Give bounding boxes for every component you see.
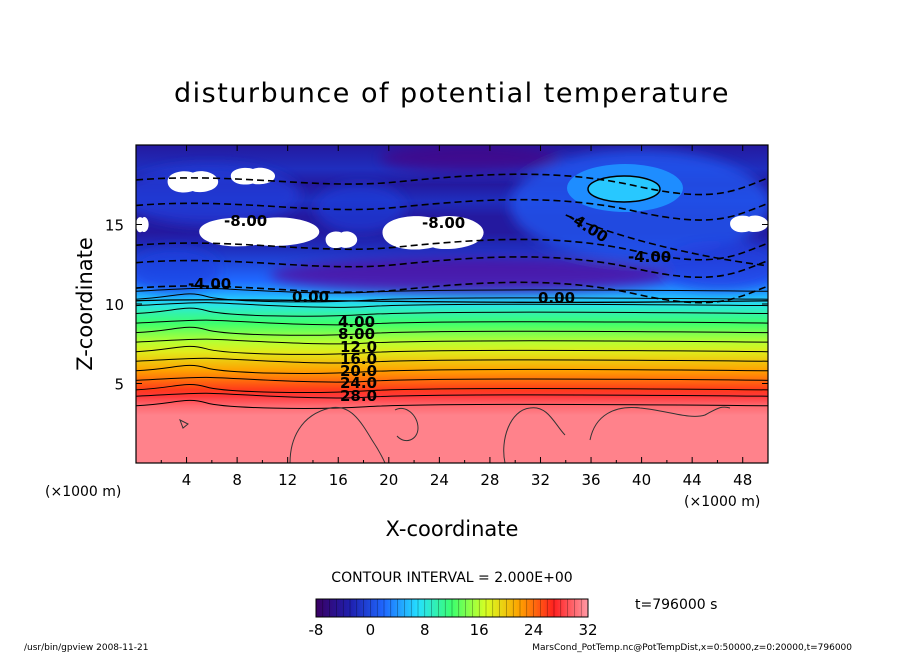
- contour-label: 28.0: [340, 387, 377, 405]
- contour-line: [136, 384, 768, 393]
- diagonal-contour: [565, 214, 768, 267]
- x-axis-label: X-coordinate: [386, 517, 519, 541]
- negative-contour: [136, 281, 768, 304]
- x-tick-label: 12: [278, 471, 297, 489]
- purple-band: [270, 257, 670, 293]
- x-tick-label: 4: [182, 471, 192, 489]
- contour-label: 12.0: [340, 338, 377, 356]
- x-tick-label: 16: [329, 471, 348, 489]
- negative-contour: [136, 256, 768, 279]
- y-axis-label: Z-coordinate: [73, 237, 97, 371]
- cold-spot: [567, 164, 683, 212]
- colorbar: -8 0 8 16 24 32: [309, 598, 598, 639]
- y-axis-unit: (×1000 m): [45, 484, 121, 500]
- y-tick-label: 10: [105, 296, 124, 314]
- saturated-region: [136, 217, 149, 233]
- contour-label: -4.00: [188, 275, 231, 293]
- zero-contour: [136, 299, 768, 304]
- surface-contour-1: [289, 406, 386, 463]
- surface-contour-3: [503, 407, 566, 463]
- contour-label: -8.00: [422, 214, 465, 232]
- x-tick-label: 24: [430, 471, 449, 489]
- saturated-region: [730, 215, 768, 233]
- negative-contour: [136, 238, 768, 261]
- contour-line: [136, 338, 768, 345]
- contour-line: [136, 392, 768, 399]
- contour-label: 20.0: [340, 362, 377, 380]
- contour-lines: [136, 173, 768, 409]
- contour-line: [136, 364, 768, 374]
- chart-title: disturbunce of potential temperature: [174, 78, 730, 109]
- x-tick-label: 28: [480, 471, 499, 489]
- time-stamp: t=796000 s: [635, 597, 717, 613]
- purple-region-top: [380, 145, 560, 172]
- saturated-region: [199, 217, 320, 247]
- negative-contour: [136, 198, 768, 221]
- contour-line: [136, 357, 768, 364]
- colorbar-tick-label: 8: [420, 621, 430, 639]
- contour-label: 4.00: [338, 313, 375, 331]
- contour-label: -4.00: [628, 248, 671, 266]
- x-tick-label: 8: [232, 471, 242, 489]
- surface-contour-5: [179, 418, 189, 429]
- surface-contours: [179, 406, 731, 463]
- contour-label: 16.0: [340, 350, 377, 368]
- x-tick-label: 40: [632, 471, 651, 489]
- contour-line: [136, 326, 768, 336]
- x-tick-label: 48: [733, 471, 752, 489]
- contour-interval: CONTOUR INTERVAL = 2.000E+00: [331, 570, 572, 586]
- colorbar-tick-label: 0: [366, 621, 376, 639]
- contour-label: 0.00: [538, 289, 575, 307]
- x-tick-label: 20: [379, 471, 398, 489]
- colorbar-stripes: [322, 599, 582, 617]
- saturated-region: [167, 171, 219, 193]
- x-tick-label: 32: [531, 471, 550, 489]
- x-axis: 4 8 12 16 20 24 28 32 36 40 44 48: [160, 145, 752, 489]
- contour-line: [136, 307, 768, 317]
- negative-contour: [136, 173, 768, 196]
- x-tick-label: 44: [683, 471, 702, 489]
- colorbar-tick-label: 16: [470, 621, 489, 639]
- colorbar-tick-label: -8: [309, 621, 324, 639]
- contour-label: -8.00: [224, 212, 267, 230]
- contour-line: [136, 399, 768, 409]
- footer-left: /usr/bin/gpview 2008-11-21: [24, 643, 148, 653]
- contour-label: 8.00: [338, 325, 375, 343]
- plot-area: [136, 145, 768, 463]
- x-axis-unit: (×1000 m): [684, 494, 760, 510]
- y-tick-label: 5: [114, 376, 124, 394]
- y-tick-label: 15: [105, 217, 124, 235]
- surface-contour-2: [394, 407, 419, 442]
- x-tick-label: 36: [581, 471, 600, 489]
- contour-label: 24.0: [340, 374, 377, 392]
- cold-spot-inner: [587, 175, 661, 203]
- contour-line: [136, 376, 768, 383]
- contour-line: [136, 319, 768, 326]
- saturated-region: [325, 231, 358, 249]
- colorbar-tick-label: 24: [524, 621, 543, 639]
- contour-line: [136, 345, 768, 355]
- colorbar-frame: [315, 598, 589, 618]
- contour-label: 0.00: [292, 288, 329, 306]
- surface-contour-4: [589, 406, 731, 441]
- y-axis: 5 10 15: [105, 217, 768, 394]
- colorbar-ticks: -8 0 8 16 24 32: [309, 621, 598, 639]
- colorbar-tick-label: 32: [578, 621, 597, 639]
- footer-right: MarsCond_PotTemp.nc@PotTempDist,x=0:5000…: [532, 643, 852, 653]
- blue-region-left-band: [136, 248, 220, 292]
- contour-line: [136, 302, 768, 308]
- blue-region-top-middle: [315, 183, 405, 233]
- saturated-region: [230, 167, 276, 185]
